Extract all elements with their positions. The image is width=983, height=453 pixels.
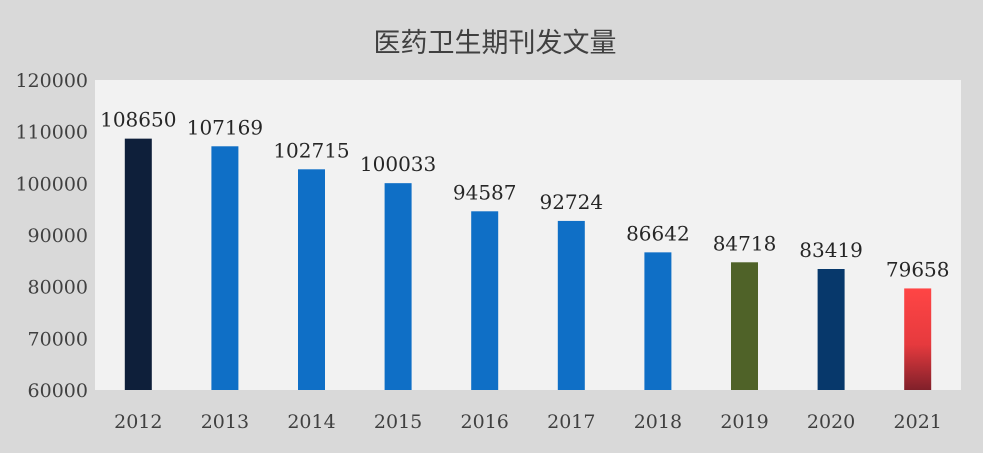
data-label-2016: 94587 <box>453 180 517 204</box>
bar-2015 <box>384 183 412 390</box>
bar-2012 <box>124 138 152 390</box>
y-tick-label: 110000 <box>15 122 88 144</box>
y-tick-label: 90000 <box>28 225 88 247</box>
bars-group <box>124 138 932 390</box>
x-tick-label: 2021 <box>894 411 942 433</box>
x-tick-label: 2019 <box>720 411 768 433</box>
bar-2014 <box>298 169 325 390</box>
x-tick-label: 2016 <box>461 411 509 433</box>
x-tick-label: 2018 <box>634 411 682 433</box>
y-tick-label: 60000 <box>28 380 88 402</box>
bar-2013 <box>211 146 239 390</box>
data-label-2018: 86642 <box>626 221 690 245</box>
bar-2020 <box>817 269 845 390</box>
y-tick-label: 120000 <box>15 70 88 92</box>
y-axis: 60000 70000 80000 90000 100000 110000 120000 <box>15 70 88 402</box>
x-tick-label: 2020 <box>807 411 855 433</box>
data-label-2017: 92724 <box>539 190 603 214</box>
data-label-2020: 83419 <box>799 238 863 262</box>
data-label-2019: 84718 <box>713 231 777 255</box>
x-tick-label: 2015 <box>374 411 422 433</box>
data-label-2015: 100033 <box>360 152 436 176</box>
x-tick-label: 2012 <box>114 411 162 433</box>
data-label-2012: 108650 <box>100 108 176 132</box>
data-labels: 108650 107169 102715 100033 94587 92724 86642 8… <box>100 108 949 282</box>
chart-title: 医药卫生期刊发文量 <box>374 28 617 59</box>
x-tick-label: 2017 <box>547 411 595 433</box>
y-tick-label: 80000 <box>28 277 88 299</box>
data-label-2013: 107169 <box>187 115 263 139</box>
x-tick-label: 2014 <box>287 411 335 433</box>
bar-2016 <box>471 211 499 390</box>
data-label-2021: 79658 <box>886 257 950 281</box>
y-tick-label: 100000 <box>15 173 88 195</box>
data-label-2014: 102715 <box>273 138 349 162</box>
x-axis: 2012 2013 2014 2015 2016 2017 2018 2019 2020 2021 <box>114 411 942 433</box>
bar-2021 <box>904 288 932 390</box>
bar-2019 <box>731 262 758 390</box>
bar-2017 <box>557 220 585 390</box>
x-tick-label: 2013 <box>201 411 249 433</box>
plot-area <box>95 80 961 390</box>
y-tick-label: 70000 <box>28 328 88 350</box>
bar-2018 <box>644 252 672 390</box>
